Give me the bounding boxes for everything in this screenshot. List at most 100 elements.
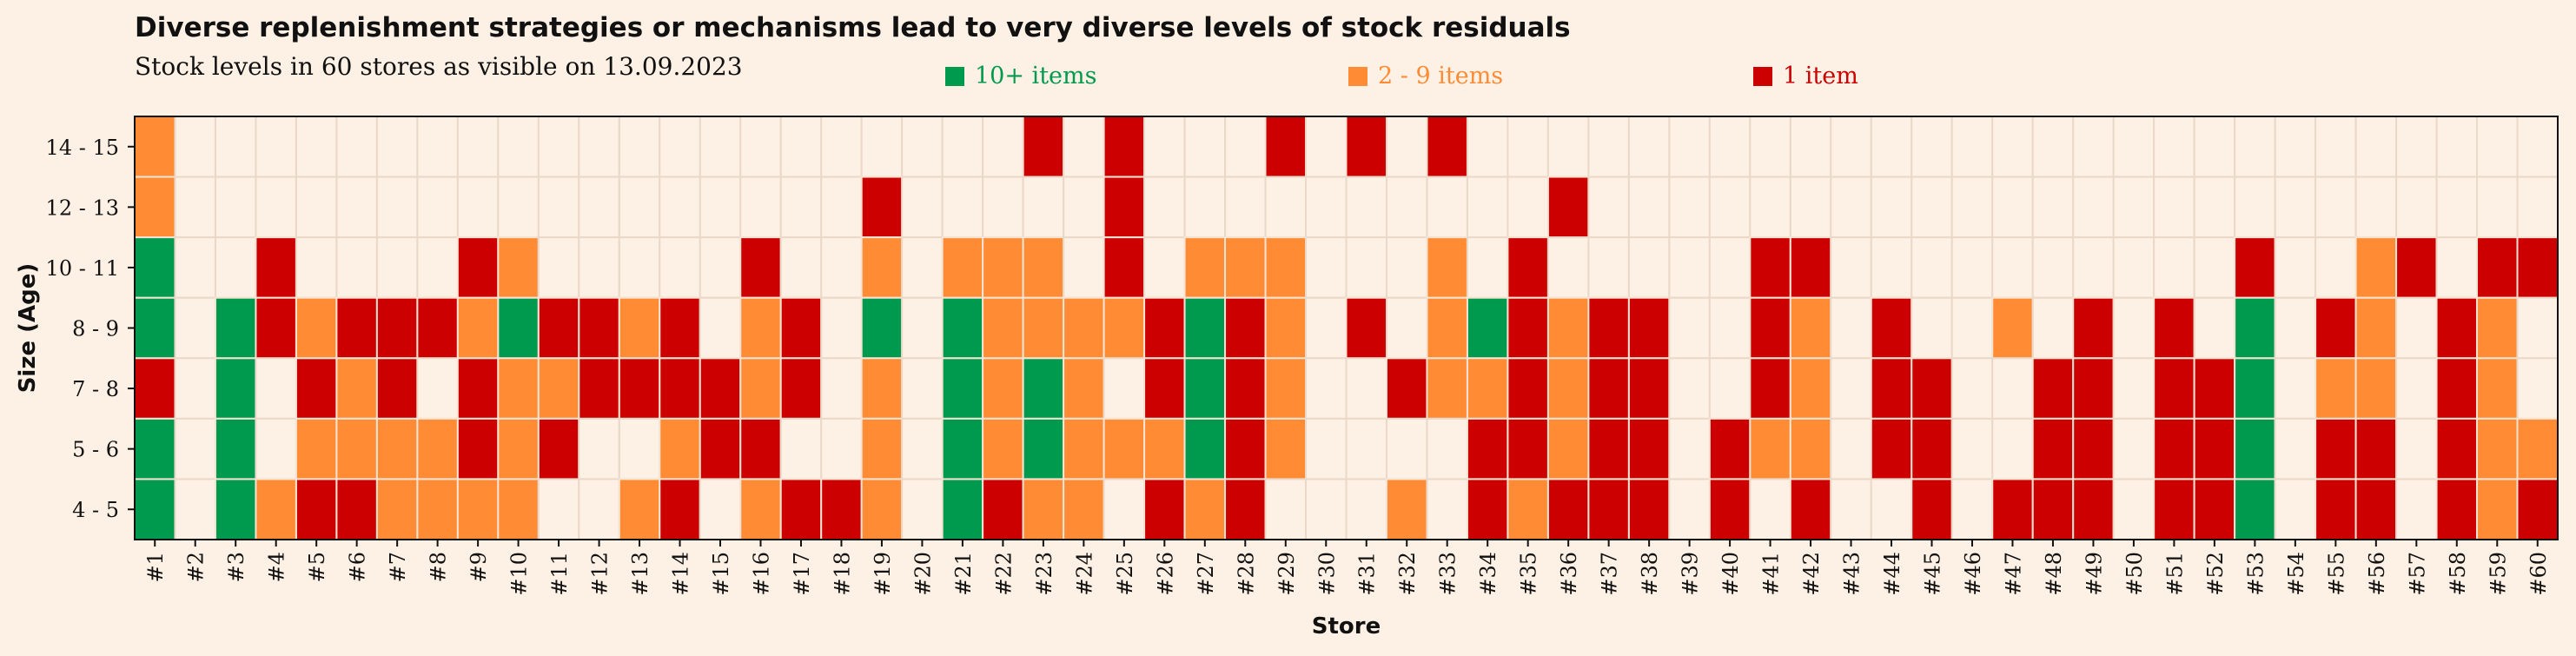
legend-item-1: 1 item: [1753, 63, 1858, 89]
y-tick-labels: 14 - 15 12 - 13 10 - 11 8 - 9 7 - 8 5 - 6 4 - …: [46, 136, 135, 522]
heatmap-cell: [134, 236, 176, 299]
heatmap-cell: [2274, 357, 2317, 420]
heatmap-cell: [1950, 478, 1994, 541]
heatmap-cell: [2516, 116, 2559, 178]
heatmap-cell: [1063, 116, 1105, 178]
heatmap-cell: [174, 478, 216, 541]
heatmap-cell: [2314, 236, 2357, 299]
x-tick-label: #38: [1638, 552, 1662, 596]
heatmap-cell: [739, 417, 782, 480]
x-tick-label: #12: [588, 552, 613, 596]
heatmap-cell: [699, 236, 742, 299]
x-tick-label: #4: [265, 552, 289, 582]
legend-label-10-plus: 10+ items: [975, 63, 1097, 89]
heatmap-cell: [2354, 417, 2398, 480]
heatmap-cell: [1063, 357, 1105, 420]
heatmap-cell: [1507, 116, 1549, 178]
heatmap-cell: [1991, 236, 2034, 299]
heatmap-cell: [1627, 417, 1671, 480]
x-tick-label: #58: [2446, 552, 2470, 596]
heatmap-cell: [1426, 116, 1468, 178]
heatmap-cell: [174, 357, 216, 420]
heatmap-cell: [537, 478, 580, 541]
heatmap-cells: [134, 116, 2559, 541]
heatmap-cell: [860, 357, 904, 420]
heatmap-cell: [2072, 357, 2115, 420]
heatmap-cell: [1830, 176, 1872, 239]
heatmap-cell: [699, 478, 742, 541]
heatmap-cell: [578, 478, 620, 541]
chart-subtitle: Stock levels in 60 stores as visible on …: [135, 52, 743, 81]
heatmap-cell: [1426, 176, 1468, 239]
heatmap-cell: [820, 116, 863, 178]
heatmap-cell: [2395, 176, 2438, 239]
heatmap-cell: [1305, 176, 1348, 239]
heatmap-cell: [416, 236, 459, 299]
heatmap-cell: [820, 357, 863, 420]
heatmap-cell: [497, 296, 540, 360]
heatmap-cell: [1950, 236, 1994, 299]
heatmap-cell: [1708, 236, 1752, 299]
heatmap-cell: [1466, 236, 1509, 299]
heatmap-cell: [174, 417, 216, 480]
heatmap-cell: [375, 176, 419, 239]
heatmap-cell: [1305, 417, 1348, 480]
y-tick-label: 7 - 8: [72, 377, 119, 401]
heatmap-cell: [820, 417, 863, 480]
heatmap-cell: [1063, 296, 1105, 360]
heatmap-cell: [1305, 296, 1348, 360]
heatmap-cell: [578, 296, 620, 360]
heatmap-cell: [1708, 296, 1752, 360]
heatmap-cell: [134, 296, 176, 360]
x-tick-label: #15: [709, 552, 733, 596]
heatmap-cell: [1385, 357, 1428, 420]
x-tick-label: #6: [346, 552, 370, 582]
y-tick-label: 12 - 13: [46, 195, 119, 220]
heatmap-cell: [779, 296, 823, 360]
heatmap-cell: [214, 296, 257, 360]
heatmap-cell: [1870, 296, 1913, 360]
heatmap-cell: [1224, 296, 1267, 360]
heatmap-cell: [295, 357, 338, 420]
heatmap-cell: [174, 116, 216, 178]
heatmap-cell: [497, 417, 540, 480]
heatmap-cell: [2314, 357, 2357, 420]
heatmap-cell: [2435, 296, 2479, 360]
heatmap-cell: [134, 116, 176, 178]
heatmap-cell: [2516, 176, 2559, 239]
legend-item-2-9: 2 - 9 items: [1348, 63, 1503, 89]
heatmap-cell: [2112, 417, 2155, 480]
heatmap-cell: [1789, 116, 1832, 178]
x-tick-label: #32: [1395, 552, 1420, 596]
heatmap-cell: [1627, 116, 1671, 178]
heatmap-cell: [1749, 176, 1791, 239]
heatmap-cell: [1063, 478, 1105, 541]
x-tick-label: #2: [184, 552, 209, 582]
heatmap-cell: [860, 417, 904, 480]
heatmap-cell: [941, 236, 984, 299]
heatmap-cell: [375, 236, 419, 299]
heatmap-cell: [901, 236, 944, 299]
heatmap-cell: [1910, 357, 1953, 420]
heatmap-cell: [901, 478, 944, 541]
x-tick-label: #7: [386, 552, 410, 582]
heatmap-cell: [456, 357, 500, 420]
heatmap-cell: [174, 176, 216, 239]
y-axis-label: Size (Age): [15, 263, 41, 394]
heatmap-cell: [1063, 236, 1105, 299]
heatmap-cell: [2395, 116, 2438, 178]
heatmap-cell: [537, 176, 580, 239]
x-tick-label: #36: [1557, 552, 1581, 596]
heatmap-cell: [1224, 236, 1267, 299]
heatmap-cell: [779, 417, 823, 480]
heatmap-cell: [2153, 176, 2195, 239]
heatmap-cell: [2476, 116, 2519, 178]
heatmap-cell: [1466, 116, 1509, 178]
heatmap-cell: [214, 417, 257, 480]
heatmap-cell: [2072, 296, 2115, 360]
heatmap-cell: [1708, 417, 1752, 480]
heatmap-cell: [1264, 116, 1308, 178]
heatmap-cell: [375, 478, 419, 541]
heatmap-cell: [699, 417, 742, 480]
heatmap-cell: [1022, 478, 1065, 541]
